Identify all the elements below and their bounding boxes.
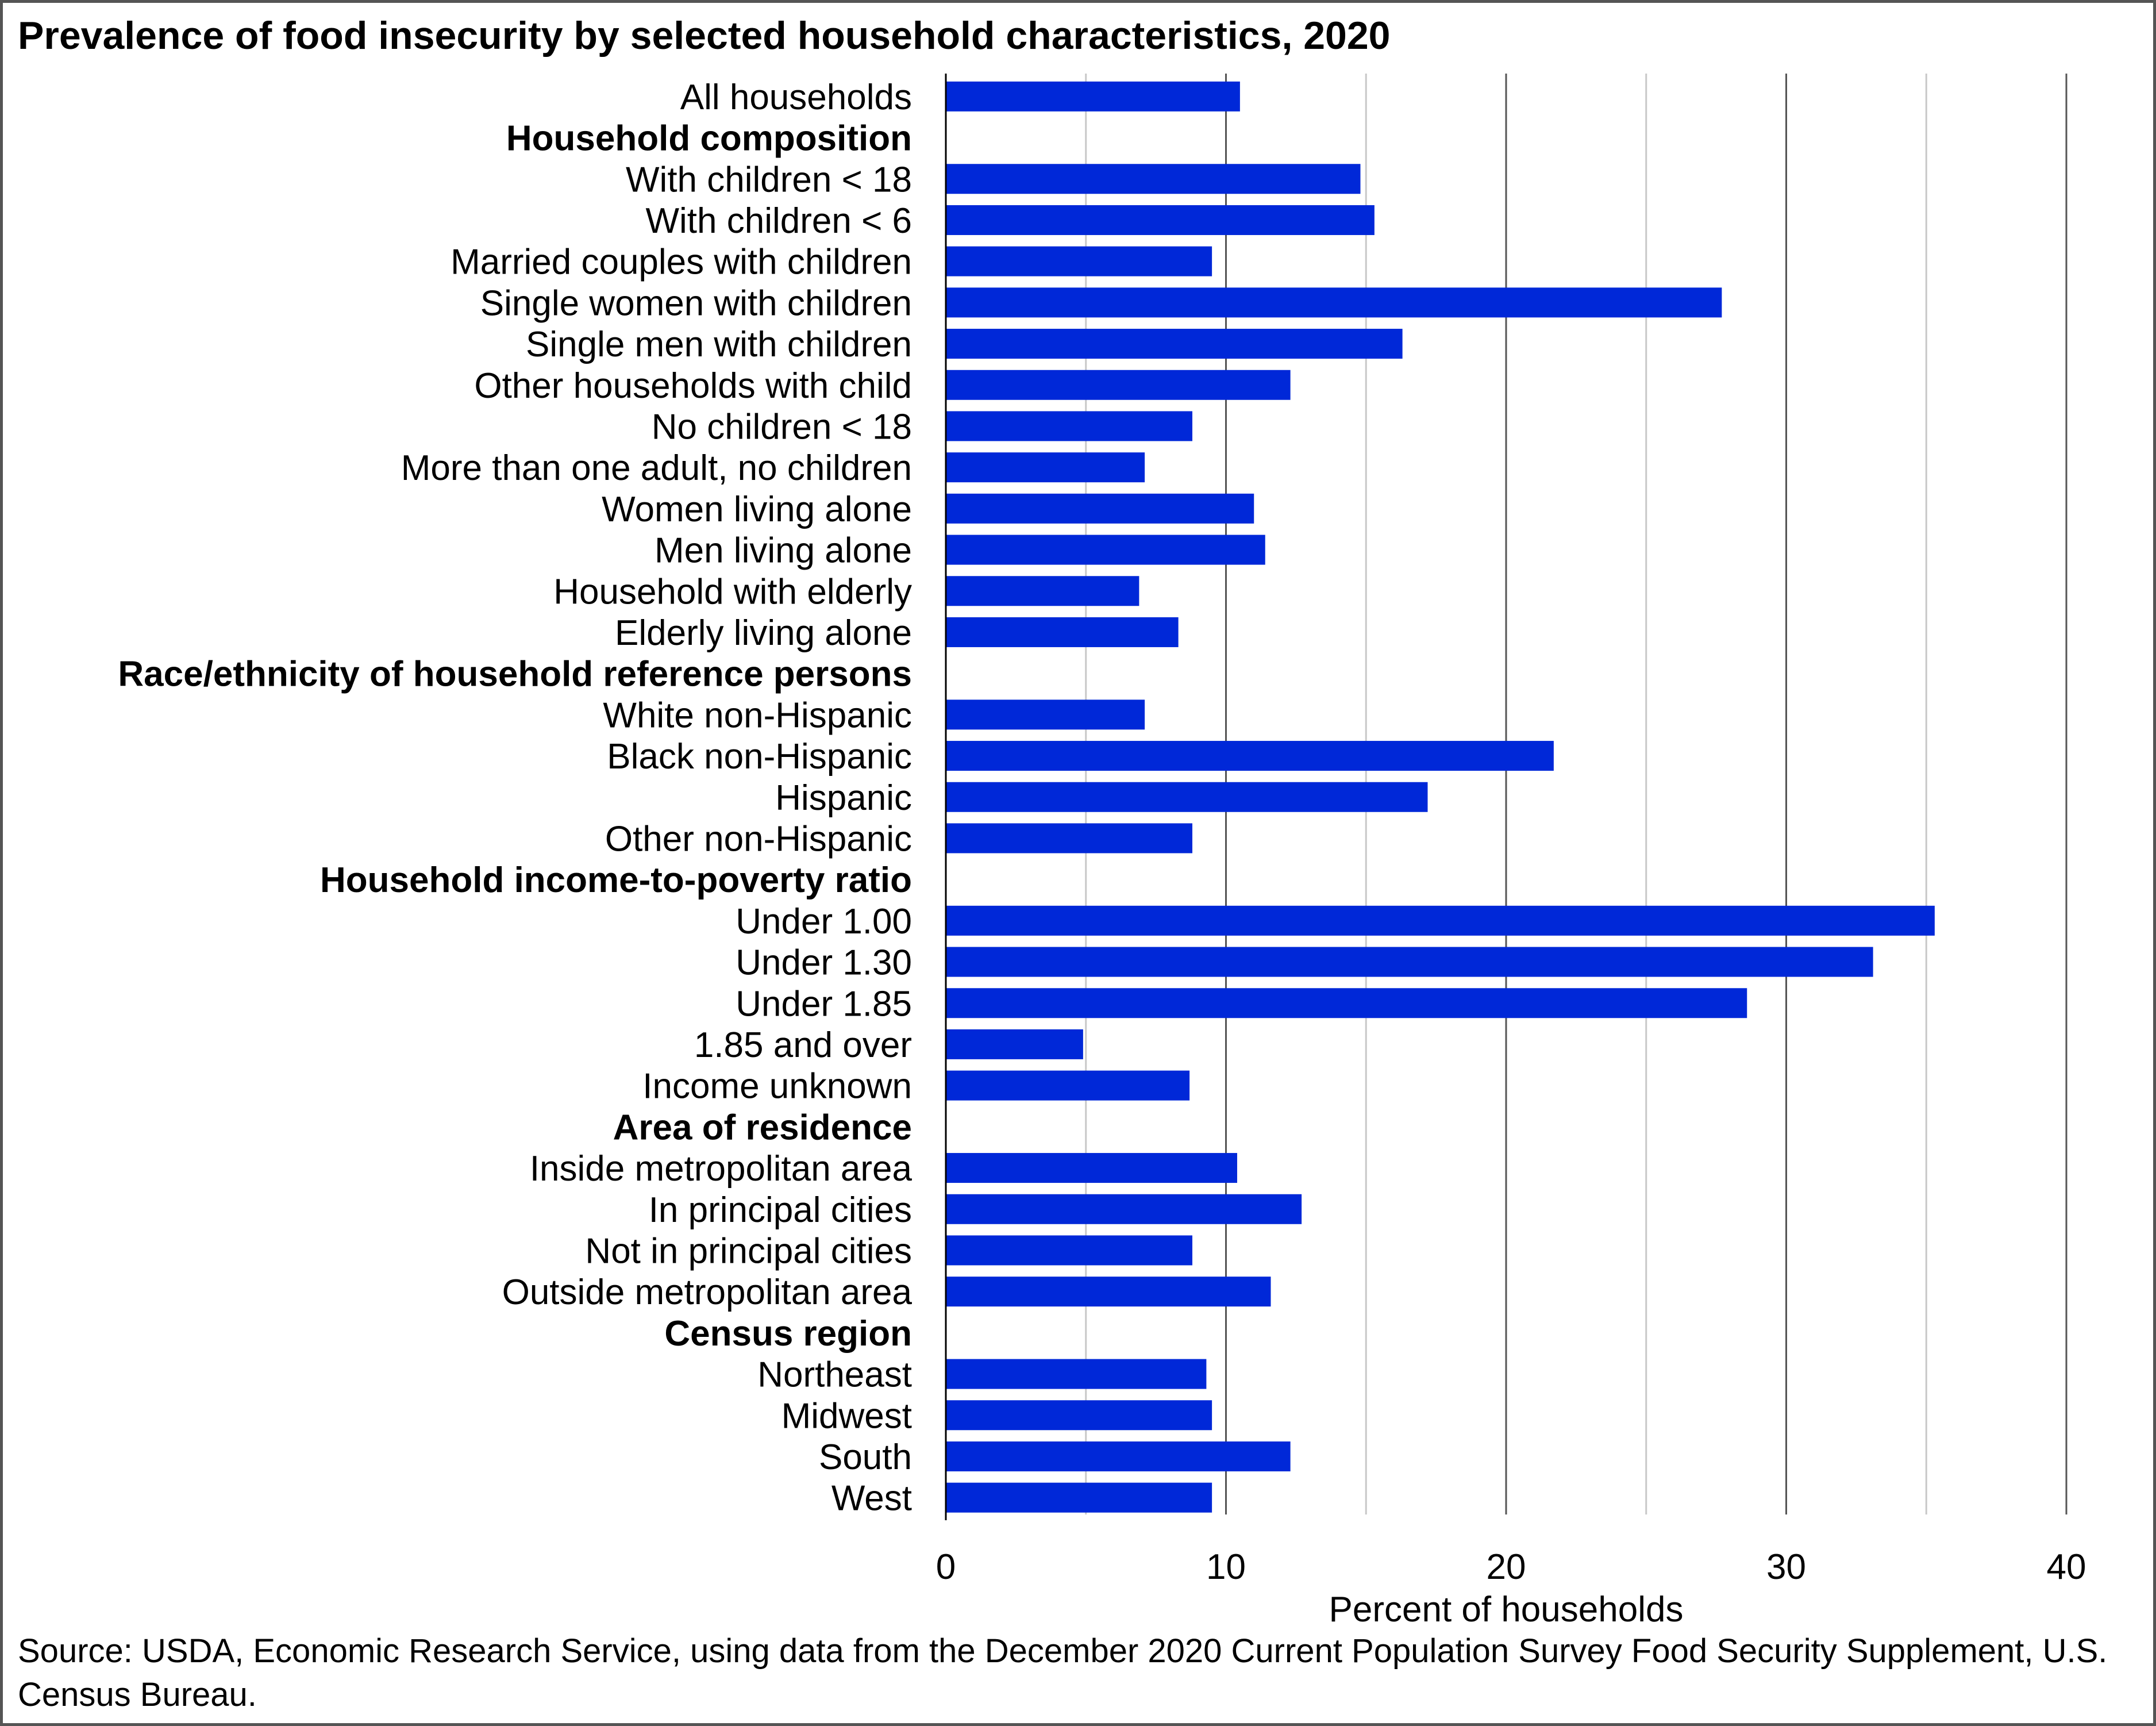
bar	[946, 535, 1265, 565]
bar	[946, 1194, 1302, 1224]
bar	[946, 1153, 1237, 1183]
bar	[946, 287, 1722, 318]
category-label: Men living alone	[654, 531, 912, 571]
category-label: No children < 18	[652, 407, 912, 447]
category-label: Black non-Hispanic	[607, 737, 912, 776]
bar	[946, 782, 1428, 812]
bar	[946, 1070, 1190, 1101]
category-label: Not in principal cities	[585, 1231, 912, 1271]
bar	[946, 1235, 1192, 1266]
bar	[946, 1277, 1271, 1307]
bar	[946, 988, 1747, 1018]
section-header-label: Household composition	[506, 119, 912, 159]
category-label: Hispanic	[775, 778, 912, 818]
section-header-label: Household income-to-poverty ratio	[320, 860, 912, 900]
category-label: Under 1.30	[736, 943, 912, 983]
bar	[946, 1441, 1291, 1471]
category-label: Under 1.00	[736, 902, 912, 941]
bar	[946, 617, 1179, 647]
x-axis: 0 10 20 30 40 Percent of households	[936, 74, 2086, 1629]
bar	[946, 81, 1240, 112]
bars	[946, 81, 1935, 1513]
x-tick-label: 30	[1766, 1547, 1806, 1587]
bar	[946, 823, 1192, 854]
category-label: Outside metropolitan area	[502, 1273, 913, 1312]
section-header-label: Area of residence	[613, 1108, 912, 1147]
category-label: Single men with children	[526, 325, 912, 364]
bar	[946, 205, 1375, 235]
category-label: Income unknown	[642, 1067, 912, 1106]
category-label: Women living alone	[602, 490, 912, 529]
category-label: Under 1.85	[736, 984, 912, 1024]
category-label: With children < 18	[626, 160, 912, 199]
bar	[946, 1400, 1212, 1431]
bar	[946, 1482, 1212, 1513]
bar	[946, 370, 1291, 400]
x-tick-label: 20	[1487, 1547, 1526, 1587]
bar	[946, 699, 1145, 730]
bar	[946, 576, 1139, 606]
bar	[946, 329, 1403, 359]
bar	[946, 411, 1192, 441]
bar	[946, 1029, 1083, 1059]
bar	[946, 905, 1935, 936]
category-label: In principal cities	[649, 1190, 912, 1230]
category-label: Elderly living alone	[615, 613, 912, 653]
bar	[946, 947, 1873, 977]
bar	[946, 164, 1361, 194]
bar	[946, 452, 1145, 483]
chart-title: Prevalence of food insecurity by selecte…	[18, 14, 1391, 57]
category-label: Other households with child	[474, 366, 912, 406]
bar	[946, 1359, 1207, 1389]
category-label: All households	[680, 78, 912, 117]
source-note: Source: USDA, Economic Research Service,…	[18, 1632, 2108, 1713]
category-label: South	[819, 1437, 912, 1477]
section-header-label: Race/ethnicity of household reference pe…	[118, 655, 912, 694]
category-label: Other non-Hispanic	[605, 819, 912, 859]
category-label: White non-Hispanic	[603, 695, 912, 735]
bar	[946, 246, 1212, 276]
category-label: 1.85 and over	[694, 1025, 912, 1065]
bar	[946, 493, 1254, 524]
bar	[946, 741, 1554, 771]
category-label: More than one adult, no children	[401, 448, 912, 488]
x-tick-label: 40	[2047, 1547, 2086, 1587]
category-label: Single women with children	[480, 283, 912, 323]
x-tick-label: 0	[936, 1547, 956, 1587]
x-tick-label: 10	[1206, 1547, 1246, 1587]
category-label: Married couples with children	[451, 243, 912, 282]
category-label: Inside metropolitan area	[530, 1149, 913, 1189]
section-header-label: Census region	[664, 1314, 912, 1354]
category-label: Midwest	[781, 1396, 912, 1436]
category-label: West	[831, 1479, 912, 1519]
category-label: Household with elderly	[553, 572, 912, 612]
x-axis-title: Percent of households	[1329, 1590, 1684, 1629]
category-label: Northeast	[757, 1355, 912, 1395]
category-label: With children < 6	[646, 201, 913, 241]
